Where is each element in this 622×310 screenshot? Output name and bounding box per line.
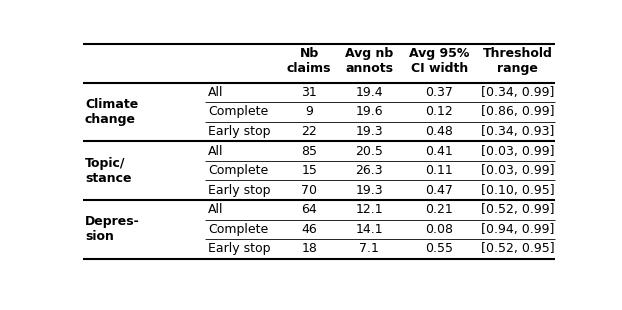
Text: 0.21: 0.21	[425, 203, 453, 216]
Text: 9: 9	[305, 105, 313, 118]
Text: [0.03, 0.99]: [0.03, 0.99]	[481, 164, 554, 177]
Text: 0.12: 0.12	[425, 105, 453, 118]
Text: [0.86, 0.99]: [0.86, 0.99]	[481, 105, 554, 118]
Text: 22: 22	[301, 125, 317, 138]
Text: 15: 15	[301, 164, 317, 177]
Text: 31: 31	[301, 86, 317, 99]
Text: [0.34, 0.99]: [0.34, 0.99]	[481, 86, 554, 99]
Text: 19.4: 19.4	[356, 86, 383, 99]
Text: 26.3: 26.3	[356, 164, 383, 177]
Text: 46: 46	[301, 223, 317, 236]
Text: 14.1: 14.1	[356, 223, 383, 236]
Text: [0.34, 0.93]: [0.34, 0.93]	[481, 125, 554, 138]
Text: Complete: Complete	[208, 223, 268, 236]
Text: 7.1: 7.1	[360, 242, 379, 255]
Text: 12.1: 12.1	[356, 203, 383, 216]
Text: Threshold
range: Threshold range	[483, 47, 552, 75]
Text: 18: 18	[301, 242, 317, 255]
Text: 0.08: 0.08	[425, 223, 453, 236]
Text: Early stop: Early stop	[208, 184, 271, 197]
Text: [0.94, 0.99]: [0.94, 0.99]	[481, 223, 554, 236]
Text: 0.11: 0.11	[425, 164, 453, 177]
Text: Climate
change: Climate change	[85, 98, 138, 126]
Text: Avg 95%
CI width: Avg 95% CI width	[409, 47, 470, 75]
Text: 20.5: 20.5	[355, 144, 383, 157]
Text: Topic/
stance: Topic/ stance	[85, 157, 131, 185]
Text: 85: 85	[301, 144, 317, 157]
Text: 19.3: 19.3	[356, 125, 383, 138]
Text: [0.03, 0.99]: [0.03, 0.99]	[481, 144, 554, 157]
Text: All: All	[208, 144, 223, 157]
Text: 19.3: 19.3	[356, 184, 383, 197]
Text: Early stop: Early stop	[208, 125, 271, 138]
Text: All: All	[208, 203, 223, 216]
Text: 0.41: 0.41	[425, 144, 453, 157]
Text: [0.52, 0.99]: [0.52, 0.99]	[481, 203, 554, 216]
Text: Nb
claims: Nb claims	[287, 47, 332, 75]
Text: Early stop: Early stop	[208, 242, 271, 255]
Text: 64: 64	[301, 203, 317, 216]
Text: Avg nb
annots: Avg nb annots	[345, 47, 394, 75]
Text: 0.47: 0.47	[425, 184, 453, 197]
Text: 0.48: 0.48	[425, 125, 453, 138]
Text: 0.37: 0.37	[425, 86, 453, 99]
Text: 70: 70	[301, 184, 317, 197]
Text: Depres-
sion: Depres- sion	[85, 215, 140, 243]
Text: [0.10, 0.95]: [0.10, 0.95]	[481, 184, 554, 197]
Text: Complete: Complete	[208, 164, 268, 177]
Text: Complete: Complete	[208, 105, 268, 118]
Text: 0.55: 0.55	[425, 242, 453, 255]
Text: [0.52, 0.95]: [0.52, 0.95]	[481, 242, 554, 255]
Text: All: All	[208, 86, 223, 99]
Text: 19.6: 19.6	[356, 105, 383, 118]
